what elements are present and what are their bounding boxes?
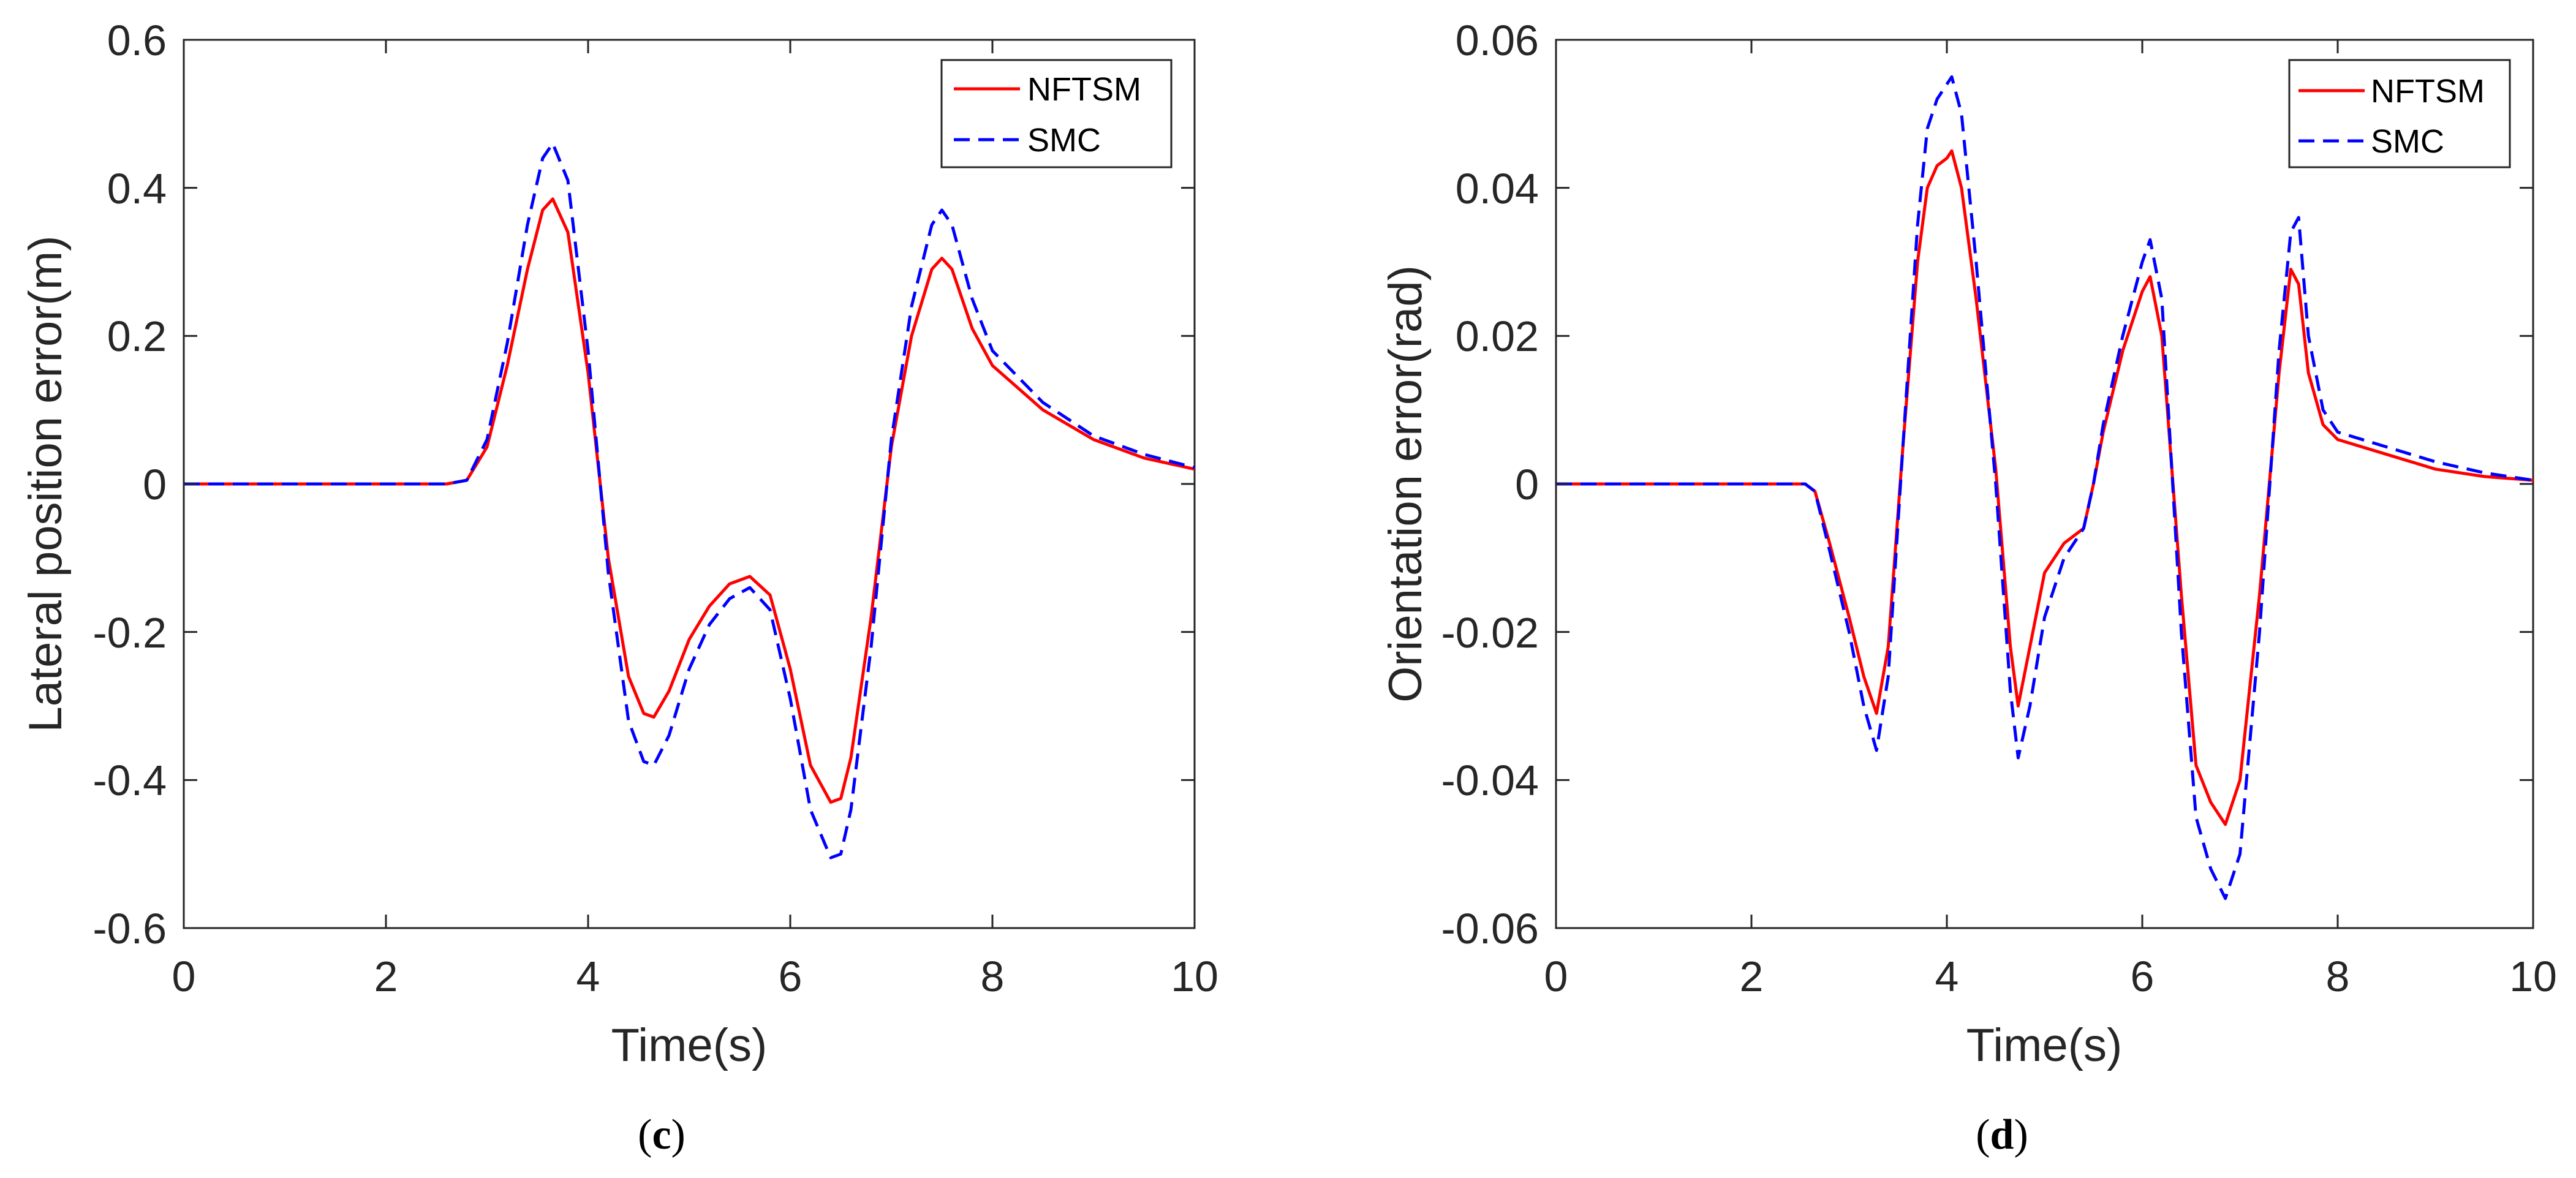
panel-c-legend-nftsm-label: NFTSM [1027,71,1141,108]
panel-c-y-tick-label: 0.4 [107,165,167,213]
panel-c-x-tick-label: 0 [172,953,196,1000]
panel-d-x-tick-label: 8 [2326,953,2350,1000]
panel-d-y-tick-label: 0 [1515,461,1539,508]
panel-c-series-nftsm-line [184,197,1195,804]
panel-d-y-axis-label: Orientation error(rad) [1380,265,1432,703]
panel-d-x-tick-label: 6 [2131,953,2155,1000]
panel-d-y-tick-label: 0.02 [1456,312,1539,360]
panel-d-y-tick-label: 0.06 [1456,17,1539,64]
panel-c-y-ticks [184,39,1195,929]
panel-d-y-tick-label: -0.04 [1441,757,1539,804]
panel-c-y-axis-label: Lateral position error(m) [20,236,72,733]
panel-c-series-group [184,142,1195,859]
panel-d-x-tick-label: 10 [2509,953,2557,1000]
panel-d-x-tick-label: 2 [1740,953,1764,1000]
panel-d-caption: (d) [1976,1111,2028,1158]
panel-d: 0 2 4 6 8 10 -0.06 -0.04 -0.02 0 0.02 0.… [1380,17,2557,1158]
panel-d-y-tick-label: -0.02 [1441,609,1539,657]
panel-c-y-tick-label: 0 [143,461,167,508]
panel-d-series-smc-line [1556,75,2534,900]
panel-d-y-tick-label: -0.06 [1441,905,1539,953]
panel-c-y-tick-label: -0.4 [93,757,167,804]
panel-c-caption: (c) [638,1111,686,1158]
panel-d-series-group [1556,75,2534,900]
panel-c-legend: NFTSM SMC [940,59,1173,168]
panel-d-x-tick-label: 4 [1935,953,1959,1000]
panel-d-legend-box [2288,59,2511,168]
panel-c-x-tick-label: 6 [779,953,803,1000]
panel-c-legend-box [940,59,1173,168]
panel-c-y-tick-label: -0.2 [93,609,167,657]
panel-c-y-tick-label: 0.2 [107,312,167,360]
panel-d-x-tick-label: 0 [1544,953,1568,1000]
panel-d-y-tick-label: 0.04 [1456,165,1539,213]
panel-c-x-tick-label: 10 [1171,953,1218,1000]
panel-d-y-ticks [1556,39,2533,929]
panel-c-x-tick-label: 4 [576,953,600,1000]
panel-c-x-tick-label: 8 [981,953,1005,1000]
panel-d-x-ticks [1555,40,2534,928]
panel-d-legend-smc-label: SMC [2371,123,2444,160]
panel-c: 0 2 4 6 8 10 -0.6 -0.4 -0.2 0 0.2 0.4 0.… [20,17,1218,1158]
panel-c-y-tick-label: 0.6 [107,17,167,64]
panel-d-legend-nftsm-label: NFTSM [2371,73,2485,110]
panel-c-legend-smc-label: SMC [1027,122,1101,159]
panel-c-x-tick-label: 2 [374,953,398,1000]
panel-c-x-ticks [183,40,1196,928]
panel-c-y-tick-label: -0.6 [93,905,167,953]
panel-d-x-axis-label: Time(s) [1966,1019,2123,1071]
panel-d-legend: NFTSM SMC [2288,59,2511,168]
panel-c-series-smc-line [184,142,1195,859]
panel-c-x-axis-label: Time(s) [611,1019,768,1071]
